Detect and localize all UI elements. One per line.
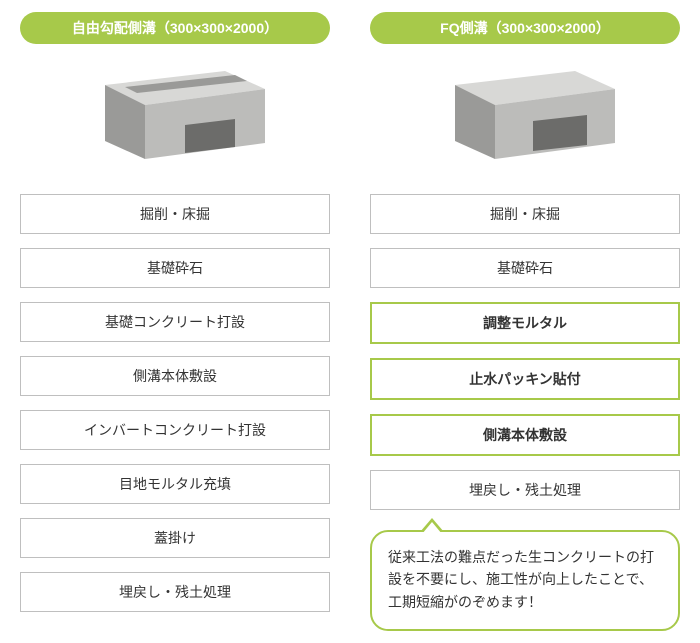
u-channel-block-icon xyxy=(75,67,275,167)
right-column: FQ側溝（300×300×2000） 掘削・床掘基礎砕石調整モルタル止水パッキン… xyxy=(370,12,680,631)
step-item: 側溝本体敷設 xyxy=(20,356,330,396)
step-item: 側溝本体敷設 xyxy=(370,414,680,456)
left-header-pill: 自由勾配側溝（300×300×2000） xyxy=(20,12,330,44)
box-culvert-block-icon xyxy=(425,67,625,167)
step-item: インバートコンクリート打設 xyxy=(20,410,330,450)
benefit-callout: 従来工法の難点だった生コンクリートの打設を不要にし、施工性が向上したことで、工期… xyxy=(370,530,680,631)
left-column: 自由勾配側溝（300×300×2000） 掘削・床掘基礎砕石基礎コンクリート打設… xyxy=(20,12,330,631)
step-item: 掘削・床掘 xyxy=(20,194,330,234)
step-item: 蓋掛け xyxy=(20,518,330,558)
step-item: 止水パッキン貼付 xyxy=(370,358,680,400)
left-steps-list: 掘削・床掘基礎砕石基礎コンクリート打設側溝本体敷設インバートコンクリート打設目地… xyxy=(20,194,330,626)
right-steps-list: 掘削・床掘基礎砕石調整モルタル止水パッキン貼付側溝本体敷設埋戻し・残土処理 xyxy=(370,194,680,524)
step-item: 埋戻し・残土処理 xyxy=(370,470,680,510)
step-item: 埋戻し・残土処理 xyxy=(20,572,330,612)
step-item: 基礎砕石 xyxy=(370,248,680,288)
right-product-image xyxy=(370,52,680,182)
right-header-pill: FQ側溝（300×300×2000） xyxy=(370,12,680,44)
step-item: 目地モルタル充填 xyxy=(20,464,330,504)
left-product-image xyxy=(20,52,330,182)
step-item: 調整モルタル xyxy=(370,302,680,344)
step-item: 基礎砕石 xyxy=(20,248,330,288)
step-item: 基礎コンクリート打設 xyxy=(20,302,330,342)
step-item: 掘削・床掘 xyxy=(370,194,680,234)
comparison-container: 自由勾配側溝（300×300×2000） 掘削・床掘基礎砕石基礎コンクリート打設… xyxy=(0,0,700,643)
